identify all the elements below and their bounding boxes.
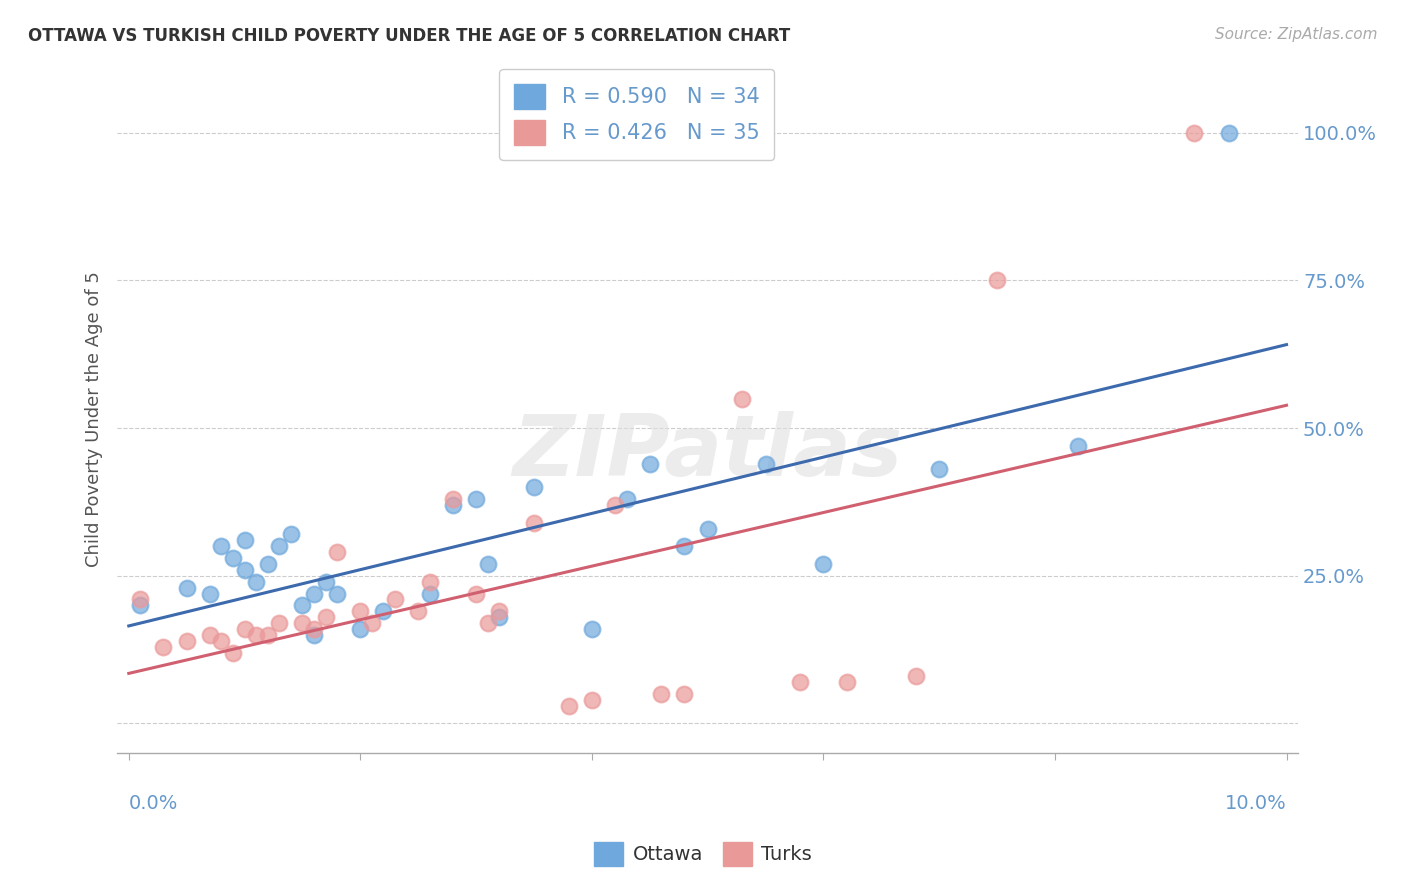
Point <box>477 616 499 631</box>
Point <box>269 616 291 631</box>
Point <box>928 462 950 476</box>
Point <box>373 604 395 618</box>
Point <box>441 498 464 512</box>
Point <box>361 616 384 631</box>
Point <box>222 551 245 566</box>
Point <box>291 599 314 613</box>
Legend: R = 0.590   N = 34, R = 0.426   N = 35: R = 0.590 N = 34, R = 0.426 N = 35 <box>499 70 775 160</box>
Point <box>523 480 546 494</box>
Point <box>813 557 835 571</box>
Point <box>245 574 267 589</box>
Point <box>406 604 429 618</box>
Point <box>302 622 325 636</box>
Point <box>291 616 314 631</box>
Text: 0.0%: 0.0% <box>129 795 179 814</box>
Text: Source: ZipAtlas.com: Source: ZipAtlas.com <box>1215 27 1378 42</box>
Point <box>326 586 349 600</box>
Y-axis label: Child Poverty Under the Age of 5: Child Poverty Under the Age of 5 <box>86 271 103 567</box>
Point <box>789 675 811 690</box>
Point <box>233 563 256 577</box>
Point <box>905 669 928 683</box>
Point <box>302 628 325 642</box>
Point <box>696 522 718 536</box>
Point <box>650 687 672 701</box>
Point <box>488 604 510 618</box>
Point <box>209 633 232 648</box>
Point <box>488 610 510 624</box>
Point <box>1067 439 1090 453</box>
Point <box>233 533 256 548</box>
Point <box>152 640 174 654</box>
Point <box>245 628 267 642</box>
Point <box>222 646 245 660</box>
Point <box>465 586 488 600</box>
Point <box>1218 126 1240 140</box>
Point <box>209 539 232 553</box>
Point <box>465 491 488 506</box>
Legend: Ottawa, Turks: Ottawa, Turks <box>586 834 820 873</box>
Point <box>269 539 291 553</box>
Text: OTTAWA VS TURKISH CHILD POVERTY UNDER THE AGE OF 5 CORRELATION CHART: OTTAWA VS TURKISH CHILD POVERTY UNDER TH… <box>28 27 790 45</box>
Point <box>477 557 499 571</box>
Point <box>176 581 198 595</box>
Point <box>349 604 371 618</box>
Point <box>129 599 152 613</box>
Point <box>1182 126 1205 140</box>
Point <box>198 586 221 600</box>
Point <box>280 527 302 541</box>
Point <box>581 622 603 636</box>
Point <box>638 457 661 471</box>
Point <box>754 457 776 471</box>
Point <box>581 693 603 707</box>
Point <box>326 545 349 559</box>
Point <box>557 698 579 713</box>
Point <box>523 516 546 530</box>
Point <box>256 557 278 571</box>
Point <box>731 392 754 406</box>
Point <box>129 592 152 607</box>
Point <box>673 687 696 701</box>
Point <box>419 574 441 589</box>
Point <box>384 592 406 607</box>
Point <box>315 610 337 624</box>
Point <box>256 628 278 642</box>
Point <box>603 498 626 512</box>
Point <box>233 622 256 636</box>
Point <box>616 491 638 506</box>
Point <box>986 273 1008 287</box>
Point <box>835 675 858 690</box>
Text: 10.0%: 10.0% <box>1225 795 1286 814</box>
Point <box>302 586 325 600</box>
Point <box>349 622 371 636</box>
Point <box>419 586 441 600</box>
Text: ZIPatlas: ZIPatlas <box>513 411 903 494</box>
Point <box>315 574 337 589</box>
Point <box>176 633 198 648</box>
Point <box>198 628 221 642</box>
Point <box>673 539 696 553</box>
Point <box>441 491 464 506</box>
